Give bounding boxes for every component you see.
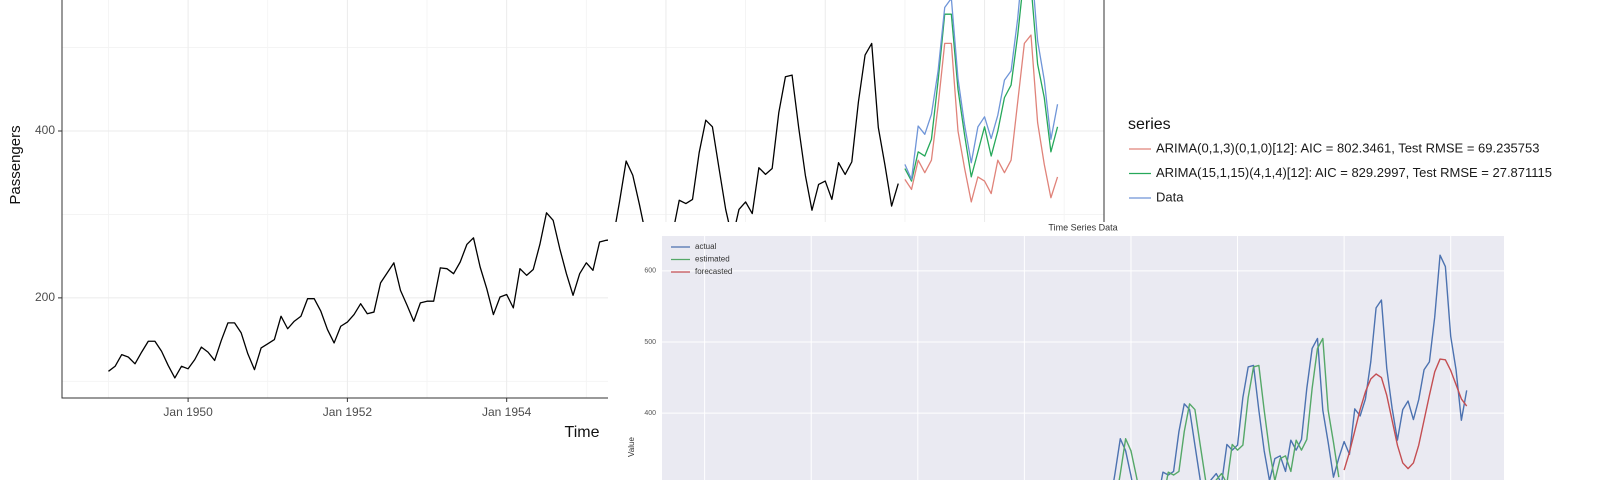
x-tick-label: Jan 1954 <box>482 405 532 419</box>
time-series-chart: 400 500 600 Time Series Data Value actual esti… <box>627 222 1504 480</box>
series-line <box>1343 358 1468 471</box>
plot-area <box>662 236 1504 480</box>
y-tick-label: 200 <box>35 290 55 304</box>
legend-label: estimated <box>695 255 730 264</box>
plot-lines <box>108 0 1059 379</box>
y-axis-label: Value <box>627 437 636 457</box>
chart-title: Time Series Data <box>1048 222 1117 232</box>
series-line <box>904 0 1059 181</box>
x-tick-label: Jan 1952 <box>323 405 373 419</box>
panel-border <box>61 0 1105 399</box>
y-tick-label: 400 <box>35 123 55 137</box>
series-line <box>904 0 1059 182</box>
series-line <box>1118 337 1340 480</box>
series-line <box>1113 254 1468 480</box>
x-tick-label: Jan 1950 <box>163 405 213 419</box>
series-line <box>108 42 899 379</box>
series-line <box>904 34 1059 203</box>
legend-label: ARIMA(15,1,15)(4,1,4)[12]: AIC = 829.299… <box>1156 165 1552 180</box>
plot-lines <box>1113 254 1468 480</box>
y-tick-label: 500 <box>644 339 656 346</box>
legend-label: Data <box>1156 189 1184 204</box>
y-axis-label: Passengers <box>7 125 24 204</box>
y-tick-label: 400 <box>644 410 656 417</box>
legend-label: ARIMA(0,1,3)(0,1,0)[12]: AIC = 802.3461,… <box>1156 140 1539 155</box>
legend-title: series <box>1128 116 1171 133</box>
legend-label: actual <box>695 242 717 251</box>
legend-label: forecasted <box>695 267 732 276</box>
y-tick-label: 600 <box>644 268 656 275</box>
x-axis-label: Time <box>565 424 600 441</box>
